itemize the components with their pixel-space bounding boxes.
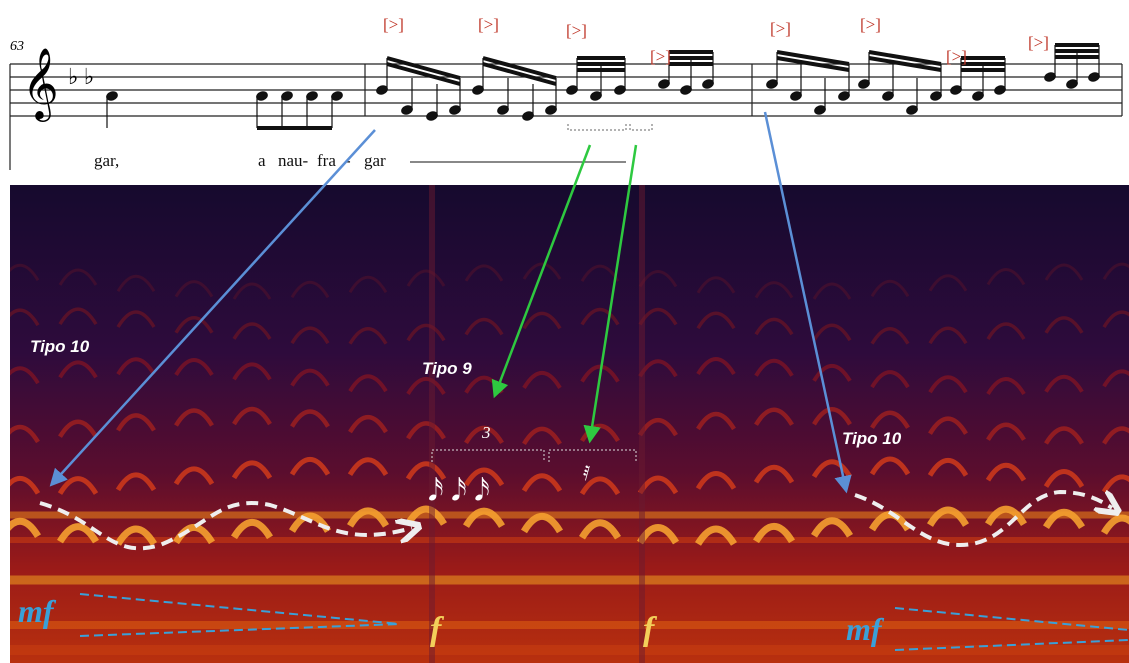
type-label: Tipo 9 bbox=[422, 359, 472, 378]
onset bbox=[429, 185, 435, 663]
accent: [>] bbox=[946, 47, 967, 66]
dynamic: mf bbox=[18, 593, 57, 629]
key-signature: ♭ ♭ bbox=[68, 64, 94, 89]
harmonic-band bbox=[10, 576, 1129, 585]
accent: [>] bbox=[383, 15, 404, 34]
figure: 𝄞 ♭ ♭ 63 [>] [>] [>] [>] [>] [>] [>] [>]… bbox=[0, 0, 1129, 663]
staff bbox=[10, 64, 1122, 170]
onset bbox=[639, 185, 645, 663]
rest-glyph: 𝅀 bbox=[583, 463, 590, 485]
accent: [>] bbox=[770, 19, 791, 38]
lyrics: gar, a nau- fra - gar bbox=[94, 151, 626, 170]
lyric: fra bbox=[317, 151, 336, 170]
lyric: gar, bbox=[94, 151, 119, 170]
harmonic-band bbox=[10, 645, 1129, 655]
accent: [>] bbox=[1028, 33, 1049, 52]
accent: [>] bbox=[650, 47, 671, 66]
lyric: gar bbox=[364, 151, 386, 170]
dynamic: mf bbox=[846, 611, 885, 647]
type-label: Tipo 10 bbox=[842, 429, 902, 448]
bracket bbox=[568, 124, 652, 130]
type-label: Tipo 10 bbox=[30, 337, 90, 356]
accent: [>] bbox=[860, 15, 881, 34]
harmonic-band bbox=[10, 621, 1129, 629]
clef: 𝄞 bbox=[22, 48, 59, 122]
measure-number: 63 bbox=[10, 39, 24, 54]
spectrogram bbox=[2, 185, 1129, 663]
note-glyph: 𝅘𝅥𝅯 𝅘𝅥𝅯 𝅘𝅥𝅯 bbox=[428, 474, 490, 507]
accent: [>] bbox=[478, 15, 499, 34]
accent: [>] bbox=[566, 21, 587, 40]
lyric: nau- bbox=[278, 151, 309, 170]
tuplet: 3 bbox=[481, 423, 491, 442]
lyric: a bbox=[258, 151, 266, 170]
